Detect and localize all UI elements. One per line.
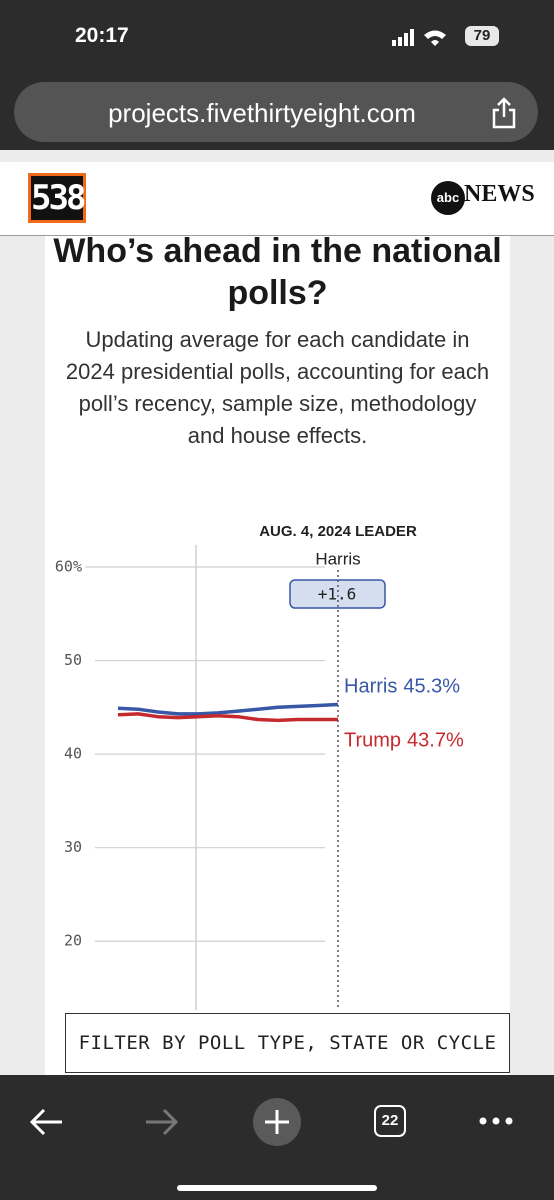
signal-wifi (392, 29, 446, 46)
end-label: Harris 45.3% (344, 676, 460, 698)
series-line (117, 712, 338, 723)
annotation: AUG. 4, 2024 LEADER (259, 523, 417, 540)
series-name: Trump (344, 730, 401, 752)
series-name: Harris (344, 676, 397, 698)
menu-button[interactable] (478, 1115, 514, 1127)
partner-name[interactable]: NEWS (464, 181, 535, 207)
leader-name: Harris (315, 549, 360, 568)
chart-title: Who’s ahead in the national polls? (53, 232, 502, 312)
y-tick-label: 30 (64, 838, 82, 856)
chart: AUG. 4, 2024 LEADER Harris +1.6 60% 50 40 3… (55, 523, 464, 1010)
address-bar[interactable] (14, 82, 538, 142)
y-tick-label: 20 (64, 932, 82, 950)
value-label: 43.7% (407, 730, 464, 752)
end-label: Trump 43.7% (344, 730, 464, 752)
tab-count[interactable]: 22 (374, 1105, 406, 1137)
chart-subtitle: Updating average for each candidate in 2… (65, 327, 490, 448)
y-tick-label: 60% (55, 558, 82, 576)
share-button[interactable] (490, 97, 518, 129)
battery: 79 (465, 26, 499, 46)
series-line (117, 702, 339, 716)
back-button[interactable] (28, 1105, 66, 1139)
y-tick-label: 50 (64, 651, 82, 669)
value-label: 45.3% (403, 676, 460, 698)
card (45, 236, 510, 1076)
filter-button[interactable]: FILTER BY POLL TYPE, STATE OR CYCLE (65, 1013, 510, 1073)
partner-logo[interactable]: abc (431, 181, 465, 215)
new-tab-button[interactable] (252, 1097, 302, 1147)
leader-margin: +1.6 (318, 585, 357, 604)
forward-button[interactable] (142, 1105, 180, 1139)
url[interactable]: projects.fivethirtyeight.com (108, 98, 416, 128)
clock: 20:17 (75, 24, 129, 47)
y-tick-label: 40 (64, 745, 82, 763)
site-logo[interactable]: 538 (28, 173, 86, 223)
home-indicator (177, 1185, 377, 1191)
